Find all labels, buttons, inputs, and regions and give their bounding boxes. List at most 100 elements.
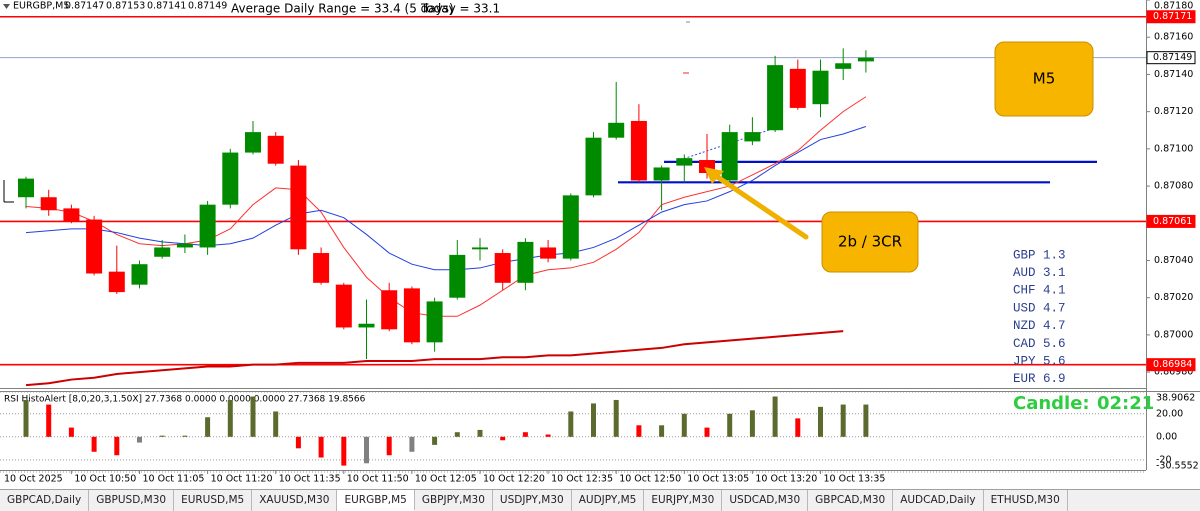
currency: CHF xyxy=(1013,284,1036,298)
time-label: 10 Oct 13:20 xyxy=(755,474,817,485)
currency-strength: 6.9 xyxy=(1043,372,1066,386)
y-tick-label: -20 xyxy=(1156,454,1172,465)
y-tick-label: 0.87040 xyxy=(1154,255,1193,266)
candle-body xyxy=(744,132,761,142)
y-tick-label: 0.00 xyxy=(1156,431,1177,442)
candle-body xyxy=(18,178,34,198)
candle-body xyxy=(767,65,784,131)
currency-strength: 3.1 xyxy=(1043,266,1066,280)
candle-body xyxy=(449,254,466,298)
candle-body xyxy=(676,158,693,166)
chart-tab[interactable]: AUDJPY,M5 xyxy=(572,490,645,511)
y-tick-label: 0.87180 xyxy=(1154,1,1193,12)
histogram-bar xyxy=(613,399,619,437)
time-label: 10 Oct 10:50 xyxy=(74,474,136,485)
chart-tab[interactable]: ETHUSD,M30 xyxy=(984,490,1068,511)
candle-body xyxy=(857,57,874,62)
y-tick-label: 0.87020 xyxy=(1154,292,1193,303)
y-tick-label: 0.86980 xyxy=(1154,367,1193,378)
chart-tab[interactable]: USDJPY,M30 xyxy=(493,490,572,511)
chart-tab[interactable]: GBPCAD,Daily xyxy=(0,490,90,511)
time-label: 10 Oct 12:20 xyxy=(483,474,545,485)
indicator-title: RSI HistoAlert [8,0,20,3,1.50X] 27.7368 … xyxy=(4,395,366,405)
ohlc-value: 0.87149 xyxy=(188,1,227,12)
y-tick-label: 38.9062 xyxy=(1156,393,1195,404)
currency-strength: 4.7 xyxy=(1043,319,1066,333)
candle-body xyxy=(176,243,193,248)
histogram-bar xyxy=(454,432,460,437)
histogram-bar xyxy=(159,435,165,437)
candle-body xyxy=(721,132,738,181)
histogram-bar xyxy=(250,396,256,437)
histogram-bar xyxy=(727,413,733,437)
candle-body xyxy=(131,264,148,285)
histogram-bar xyxy=(568,411,574,437)
drawn-trendline xyxy=(679,127,776,161)
chart-tab[interactable]: EURUSD,M5 xyxy=(174,490,253,511)
histogram-bar xyxy=(205,417,211,437)
candle-body xyxy=(517,241,534,283)
candle-body xyxy=(585,137,602,196)
annotation: M5 xyxy=(1033,70,1056,88)
candle-body xyxy=(426,301,443,343)
chart-tab[interactable]: GBPUSD,M30 xyxy=(89,490,175,511)
candle-body xyxy=(154,247,171,257)
menu-icon xyxy=(3,4,10,9)
candle-body xyxy=(335,284,352,328)
symbol: EURGBP,M5 xyxy=(13,1,69,12)
y-tick-label: 0.87100 xyxy=(1154,143,1193,154)
time-label: 10 Oct 2025 xyxy=(4,474,63,485)
chart-tab[interactable]: AUDCAD,Daily xyxy=(893,490,984,511)
candle-timer: 02:21 xyxy=(1097,393,1154,414)
time-label: 10 Oct 11:50 xyxy=(347,474,409,485)
candle-body xyxy=(313,253,330,283)
currency: GBP xyxy=(1013,248,1036,262)
currency: CAD xyxy=(1013,337,1036,351)
candle-body xyxy=(608,122,625,138)
histogram-bar xyxy=(681,413,687,437)
histogram-bar xyxy=(749,410,755,437)
y-tick-label: 0.87120 xyxy=(1154,106,1193,117)
chart-tab[interactable]: GBPCAD,M30 xyxy=(808,490,894,511)
time-label: 10 Oct 12:05 xyxy=(415,474,477,485)
annotation-box xyxy=(821,211,919,273)
moving-average xyxy=(25,330,844,387)
ohlc-value: 0.87153 xyxy=(106,1,145,12)
y-tick-label: 0.87000 xyxy=(1154,329,1193,340)
chart-tab[interactable]: GBPJPY,M30 xyxy=(415,490,493,511)
currency: NZD xyxy=(1013,319,1036,333)
ohlc-value: 0.87147 xyxy=(65,1,104,12)
candle-body xyxy=(789,68,806,108)
candle-timer-label: Candle: xyxy=(1013,393,1090,414)
chart-tab[interactable]: USDCAD,M30 xyxy=(722,490,809,511)
histogram-bar xyxy=(432,436,438,445)
moving-average xyxy=(25,126,867,271)
currency-strength: 4.1 xyxy=(1043,284,1066,298)
candle-body xyxy=(812,70,829,105)
arrow-head xyxy=(704,167,724,184)
candle-body xyxy=(540,247,557,259)
candle-body xyxy=(290,165,307,250)
time-label: 10 Oct 12:35 xyxy=(551,474,613,485)
y-tick-label: -30.5552 xyxy=(1156,461,1199,472)
candle-body xyxy=(222,152,239,205)
annotation: 2b / 3CR xyxy=(838,233,902,251)
price-level-label: 0.87171 xyxy=(1153,11,1192,22)
histogram-bar xyxy=(137,436,142,443)
price-level-box xyxy=(1146,358,1196,372)
chart-tab[interactable]: EURJPY,M30 xyxy=(644,490,723,511)
histogram-bar xyxy=(364,436,369,464)
candle-body xyxy=(245,132,261,153)
candle-body xyxy=(199,204,216,248)
histogram-bar xyxy=(772,396,778,437)
chart-tab[interactable]: XAUUSD,M30 xyxy=(252,490,338,511)
candle-body xyxy=(835,63,852,69)
currency: JPY xyxy=(1013,354,1036,368)
candle-body xyxy=(653,167,670,181)
ohlc-value: 0.87141 xyxy=(147,1,186,12)
chart-tab[interactable]: EURGBP,M5 xyxy=(337,490,415,511)
price-level-label: 0.87149 xyxy=(1153,52,1192,63)
y-tick-label: 0.87140 xyxy=(1154,69,1193,80)
histogram-bar xyxy=(818,406,823,437)
currency-strength: 4.7 xyxy=(1043,301,1066,315)
